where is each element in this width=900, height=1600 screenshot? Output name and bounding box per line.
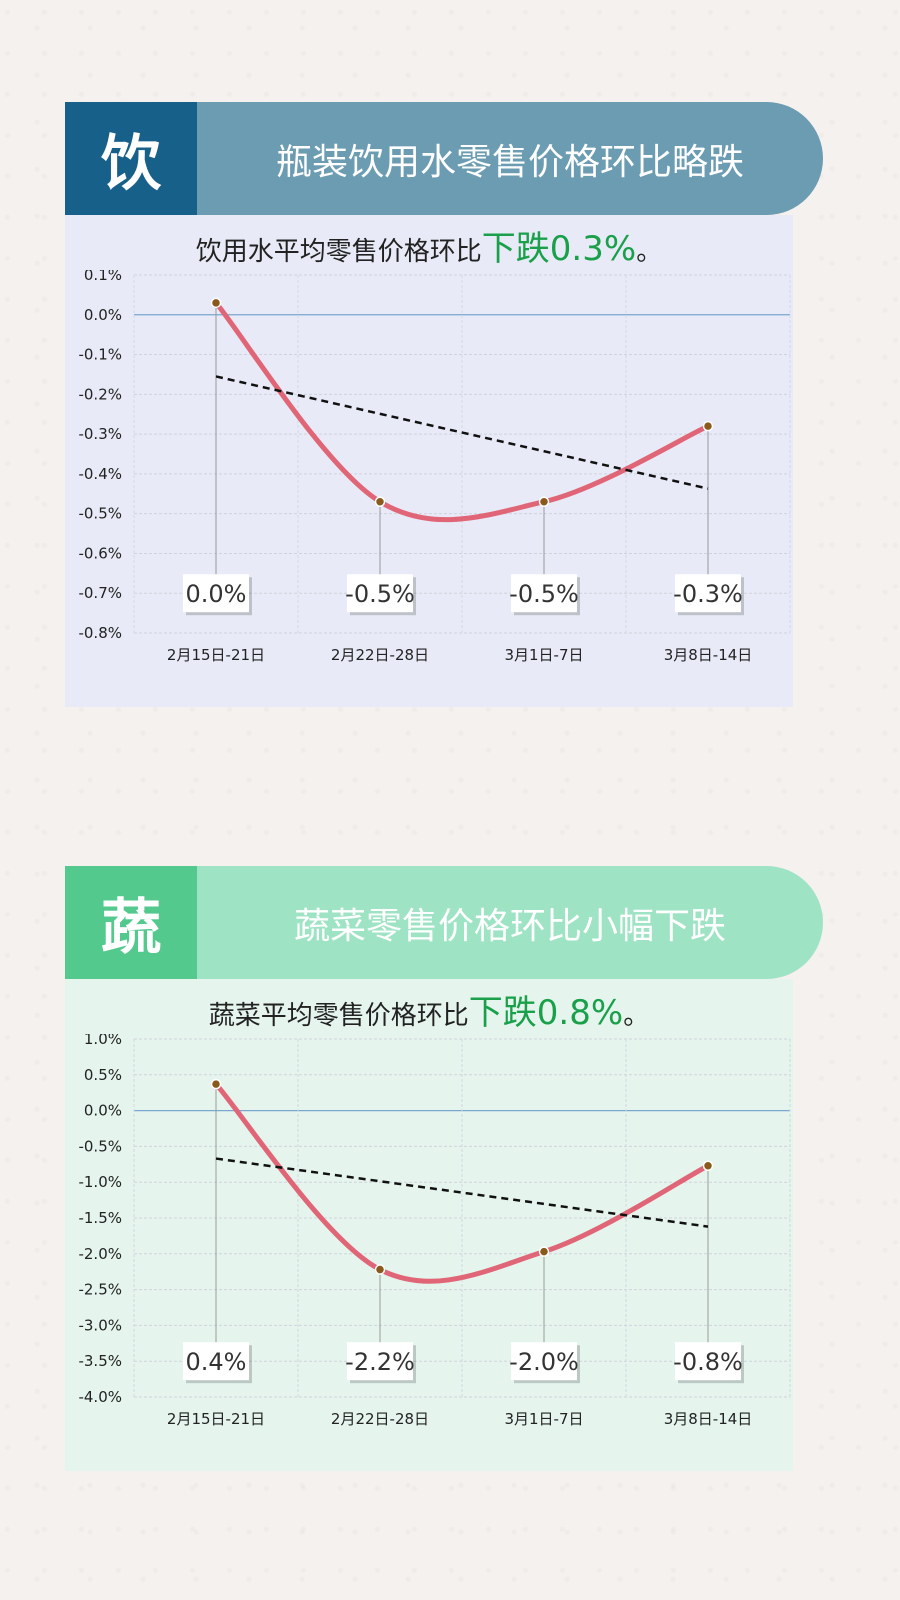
y-tick-label: -0.6% bbox=[78, 544, 122, 562]
water-price-line-chart: 0.1% 0.0% -0.1% -0.2% -0.3% -0.4% -0.5% -0.6% -0… bbox=[78, 270, 791, 664]
data-point bbox=[210, 1078, 222, 1090]
data-label-box bbox=[347, 1342, 413, 1381]
section-icon-character: 饮 bbox=[65, 102, 197, 215]
y-tick-label: -0.3% bbox=[78, 425, 122, 443]
data-label-box bbox=[347, 574, 413, 613]
x-tick-label: 2月22日-28日 bbox=[331, 646, 429, 664]
y-tick-label: -0.8% bbox=[78, 624, 122, 642]
data-label-box bbox=[675, 1342, 741, 1381]
data-label: -0.5% bbox=[345, 580, 415, 608]
series-line bbox=[213, 300, 711, 523]
y-tick-label: -0.5% bbox=[78, 1137, 122, 1155]
chart-panel: 饮用水平均零售价格环比下跌0.3%。 0.1% 0.0% -0.1% -0.2% -0.… bbox=[65, 215, 793, 707]
data-label-box bbox=[511, 1342, 577, 1381]
x-tick-label: 2月15日-21日 bbox=[167, 646, 265, 664]
y-tick-label: -1.0% bbox=[78, 1173, 122, 1191]
trend-line bbox=[215, 375, 709, 490]
data-label-box bbox=[675, 574, 741, 613]
subtitle-text: 饮用水平均零售价格环比 bbox=[195, 237, 482, 267]
data-label-box bbox=[183, 574, 249, 613]
x-tick-label: 3月1日-7日 bbox=[504, 646, 583, 664]
data-point bbox=[702, 420, 714, 432]
y-tick-label: 0.0% bbox=[84, 306, 122, 324]
y-tick-label: -1.5% bbox=[78, 1209, 122, 1227]
x-tick-label: 2月15日-21日 bbox=[167, 1410, 265, 1428]
data-point bbox=[538, 1246, 550, 1257]
x-tick-label: 2月22日-28日 bbox=[331, 1410, 429, 1428]
data-label-box bbox=[183, 1342, 249, 1381]
subtitle-end: 。 bbox=[636, 237, 663, 267]
y-tick-label: -0.1% bbox=[78, 346, 122, 364]
subtitle-highlight: 下跌0.3% bbox=[481, 229, 637, 269]
data-label: -2.0% bbox=[509, 1348, 579, 1376]
y-tick-label: 0.0% bbox=[84, 1102, 122, 1120]
subtitle-text: 蔬菜平均零售价格环比 bbox=[208, 1001, 469, 1031]
section-banner: 蔬 蔬菜零售价格环比小幅下跌 bbox=[65, 866, 823, 979]
y-tick-label: -0.2% bbox=[78, 385, 122, 403]
y-tick-label: -2.5% bbox=[78, 1281, 122, 1299]
y-tick-label: -2.0% bbox=[78, 1245, 122, 1263]
data-label: -0.8% bbox=[673, 1348, 743, 1376]
chart-subtitle: 饮用水平均零售价格环比下跌0.3%。 bbox=[65, 221, 793, 270]
data-point bbox=[374, 496, 386, 507]
data-label: 0.0% bbox=[186, 580, 247, 608]
data-label-box bbox=[511, 574, 577, 613]
y-tick-label: -0.7% bbox=[78, 584, 122, 602]
data-label: -0.3% bbox=[673, 580, 743, 608]
y-tick-label: -3.5% bbox=[78, 1352, 122, 1370]
y-tick-label: -0.5% bbox=[78, 505, 122, 523]
chart-subtitle: 蔬菜平均零售价格环比下跌0.8%。 bbox=[65, 985, 793, 1034]
chart-panel: 蔬菜平均零售价格环比下跌0.8%。 1.0% 0.5% 0.0% -0.5% -1.0%… bbox=[65, 979, 793, 1471]
data-label: 0.4% bbox=[186, 1348, 247, 1376]
x-tick-label: 3月8日-14日 bbox=[664, 1410, 753, 1428]
vegetable-price-line-chart: 1.0% 0.5% 0.0% -0.5% -1.0% -1.5% -2.0% -2.5% -3.… bbox=[78, 1034, 791, 1428]
data-point bbox=[210, 297, 222, 309]
section-title: 瓶装饮用水零售价格环比略跌 bbox=[197, 102, 823, 215]
data-label: -0.5% bbox=[509, 580, 579, 608]
data-point bbox=[538, 496, 550, 507]
y-tick-label: -0.4% bbox=[78, 465, 122, 483]
y-tick-label: -4.0% bbox=[78, 1388, 122, 1406]
x-tick-label: 3月1日-7日 bbox=[504, 1410, 583, 1428]
y-tick-label: 1.0% bbox=[84, 1034, 122, 1048]
y-tick-label: -3.0% bbox=[78, 1316, 122, 1334]
subtitle-highlight: 下跌0.8% bbox=[468, 993, 624, 1033]
data-label: -2.2% bbox=[345, 1348, 415, 1376]
y-tick-label: 0.5% bbox=[84, 1066, 122, 1084]
subtitle-end: 。 bbox=[623, 1001, 650, 1031]
data-point bbox=[374, 1264, 386, 1275]
section-title: 蔬菜零售价格环比小幅下跌 bbox=[197, 866, 823, 979]
section-icon-character: 蔬 bbox=[65, 866, 197, 979]
y-tick-label: 0.1% bbox=[84, 270, 122, 284]
section-banner: 饮 瓶装饮用水零售价格环比略跌 bbox=[65, 102, 823, 215]
trend-line bbox=[215, 1157, 709, 1228]
data-point bbox=[702, 1160, 714, 1171]
x-tick-label: 3月8日-14日 bbox=[664, 646, 753, 664]
